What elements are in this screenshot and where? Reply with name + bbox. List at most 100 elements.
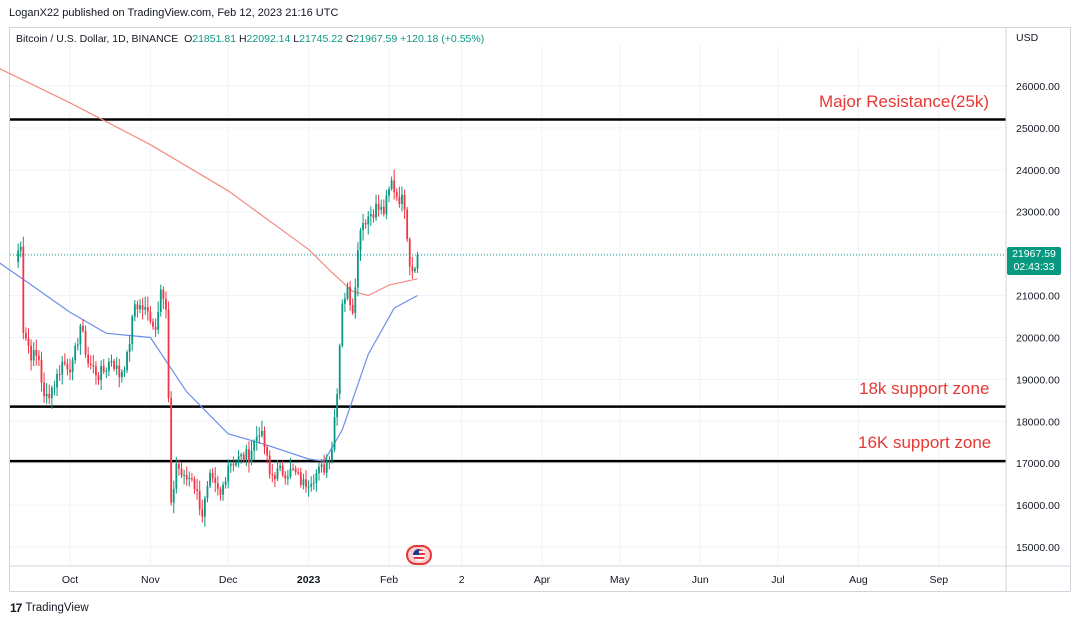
candle-body	[232, 464, 235, 466]
currency-label: USD	[1016, 32, 1039, 44]
candle-body	[281, 465, 284, 476]
candle-body	[19, 246, 22, 251]
candle-body	[258, 435, 261, 437]
grid	[10, 45, 1006, 565]
candle-body	[351, 305, 354, 314]
candle-body	[61, 361, 64, 375]
candle-body	[346, 287, 349, 299]
candle-body	[393, 180, 396, 193]
candle-body	[131, 316, 134, 345]
candle-body	[50, 387, 53, 399]
candle-body	[214, 477, 217, 484]
candle-body	[198, 491, 201, 510]
candle-body	[196, 489, 198, 492]
candle-body	[242, 454, 245, 461]
x-tick-label: Oct	[62, 574, 78, 586]
candle-body	[193, 479, 196, 490]
candle-body	[372, 214, 375, 218]
candle-body	[89, 363, 92, 366]
candle-body	[250, 450, 253, 463]
candle-body	[157, 312, 160, 330]
ma-blue-line	[0, 262, 418, 462]
candle-body	[128, 344, 131, 353]
candle-body	[344, 298, 346, 304]
candle-body	[159, 289, 162, 313]
candle-body	[84, 330, 87, 355]
last-price-tag: 21967.59 02:43:33	[1007, 247, 1061, 275]
candle-body	[338, 345, 341, 395]
candle-body	[167, 309, 170, 399]
footer-brand[interactable]: 17 TradingView	[10, 601, 89, 615]
candle-body	[299, 472, 302, 485]
candle-body	[100, 365, 103, 381]
candle-body	[190, 478, 193, 480]
candle-body	[354, 287, 357, 314]
candle-body	[271, 474, 274, 476]
candle-body	[170, 398, 173, 503]
candle-body	[356, 250, 359, 288]
x-tick-label: Aug	[849, 574, 868, 586]
candle-body	[273, 475, 276, 480]
candle-body	[310, 483, 313, 487]
ma-red-line	[0, 68, 418, 297]
candle-body	[216, 483, 219, 489]
candle-body	[165, 298, 167, 310]
candle-body	[315, 473, 318, 483]
candle-body	[248, 449, 250, 463]
candle-body	[401, 194, 403, 204]
y-tick-label: 15000.00	[1016, 542, 1060, 554]
us-flag-event-icon[interactable]	[406, 545, 432, 565]
candle-body	[403, 194, 406, 210]
x-tick-label: 2023	[297, 574, 321, 586]
candle-body	[362, 222, 364, 231]
candle-body	[245, 449, 248, 461]
candle-body	[69, 369, 71, 373]
candle-body	[32, 350, 35, 361]
candle-body	[253, 440, 256, 451]
candle-body	[255, 436, 258, 441]
y-tick-label: 24000.00	[1016, 165, 1060, 177]
candle-body	[209, 473, 211, 486]
candle-body	[367, 216, 370, 225]
price-change: +120.18 (+0.55%)	[400, 33, 485, 45]
candle-body	[113, 360, 115, 370]
candle-body	[325, 460, 328, 473]
candle-body	[227, 465, 230, 482]
symbol-name: Bitcoin / U.S. Dollar, 1D, BINANCE	[16, 33, 179, 45]
candle-body	[146, 307, 149, 312]
candle-body	[82, 325, 84, 331]
candle-body	[120, 371, 123, 378]
candle-body	[222, 484, 224, 495]
candle-body	[224, 481, 227, 485]
candle-body	[144, 307, 147, 310]
y-tick-label: 23000.00	[1016, 207, 1060, 219]
x-tick-label: May	[610, 574, 631, 586]
resistance-label: Major Resistance(25k)	[819, 92, 990, 111]
candle-body	[97, 375, 100, 381]
candle-body	[302, 479, 305, 485]
candle-body	[48, 393, 51, 399]
moving-averages	[0, 68, 418, 462]
candle-body	[203, 498, 206, 517]
candle-body	[297, 472, 300, 474]
y-tick-label: 25000.00	[1016, 123, 1060, 135]
candle-body	[206, 485, 209, 499]
candle-body	[45, 393, 48, 397]
candle-body	[286, 476, 289, 479]
candle-body	[284, 475, 287, 479]
candle-body	[411, 266, 414, 272]
candle-body	[201, 509, 204, 517]
symbol-legend[interactable]: Bitcoin / U.S. Dollar, 1D, BINANCE O2185…	[16, 33, 484, 45]
candle-body	[87, 354, 90, 364]
candle-body	[43, 382, 45, 397]
candle-body	[312, 482, 315, 484]
candle-body	[263, 430, 266, 448]
publisher-header: LoganX22 published on TradingView.com, F…	[9, 7, 339, 19]
candle-body	[292, 468, 294, 470]
candle-body	[53, 387, 56, 389]
candle-body	[92, 365, 95, 367]
support-18k-label: 18k support zone	[859, 379, 990, 398]
x-tick-label: Jun	[692, 574, 709, 586]
candle-body	[395, 192, 398, 198]
